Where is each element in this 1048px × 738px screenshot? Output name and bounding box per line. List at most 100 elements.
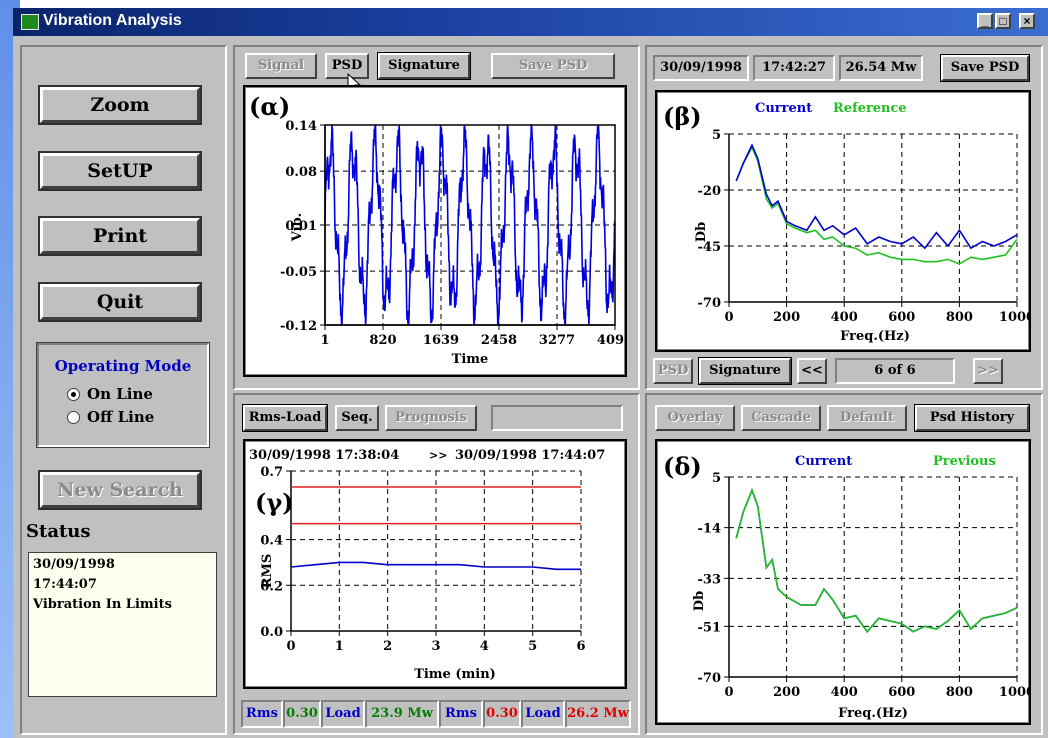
quit-button[interactable]: Quit xyxy=(40,284,200,320)
x-tick-label: 400 xyxy=(831,310,858,325)
offline-radio[interactable] xyxy=(67,411,80,424)
zoom-button[interactable]: Zoom xyxy=(40,87,200,123)
y-tick-label: 0.0 xyxy=(260,625,283,640)
status-message: Vibration In Limits xyxy=(33,597,172,612)
y-tick-label: 5 xyxy=(712,471,721,486)
online-radio[interactable] xyxy=(67,388,80,401)
offline-label: Off Line xyxy=(87,408,155,426)
range-end: 30/09/1998 17:44:07 xyxy=(455,448,605,463)
x-axis-label: Freq.(Hz) xyxy=(838,706,908,721)
vibration-signal-series xyxy=(324,124,616,326)
rms-status-bar: Rms 0.30 Load 23.9 Mw Rms 0.30 Load 26.2 Mw xyxy=(241,700,631,730)
y-tick-label: -70 xyxy=(698,296,722,311)
app-icon xyxy=(21,14,39,30)
status-date: 30/09/1998 xyxy=(33,557,115,572)
y-tick-label: 5 xyxy=(712,128,721,143)
legend-previous: Previous xyxy=(933,454,996,469)
x-tick-label: 2 xyxy=(383,639,392,654)
y-tick-label: -45 xyxy=(698,240,722,255)
y-tick-label: -33 xyxy=(698,572,722,587)
y-axis-label: RMS xyxy=(260,554,275,589)
status-box: 30/09/1998 17:44:07 Vibration In Limits xyxy=(28,552,217,697)
psd-history-graph[interactable]: (δ) Current Previous Db Freq.(Hz) 5 -14 -3… xyxy=(655,439,1031,725)
default-button[interactable]: Default xyxy=(827,405,907,431)
reference-psd-series xyxy=(735,145,1018,265)
range-start: 30/09/1998 17:38:04 xyxy=(249,448,399,463)
x-tick-label: 1639 xyxy=(423,333,459,348)
save-psd-button[interactable]: Save PSD xyxy=(491,53,615,79)
left-panel: Zoom SetUP Print Quit Operating Mode On … xyxy=(20,45,227,735)
x-tick-label: 1000 xyxy=(999,310,1029,325)
status-cell: Load xyxy=(321,700,365,728)
x-tick-label: 400 xyxy=(831,685,858,700)
rms-panel: Rms-Load Seq. Prognosis 30/09/1998 17:38… xyxy=(233,393,640,735)
maximize-button[interactable]: □ xyxy=(995,13,1011,29)
psd-history-plot-svg: (δ) Current Previous Db Freq.(Hz) 5 -14 -3… xyxy=(663,452,1029,721)
x-tick-label: 3 xyxy=(431,639,440,654)
x-axis-label: Time xyxy=(452,352,489,367)
y-tick-label: 0.14 xyxy=(285,119,317,134)
rms-graph[interactable]: 30/09/1998 17:38:04 >> 30/09/1998 17:44:… xyxy=(243,439,627,689)
legend-current: Current xyxy=(755,101,812,116)
y-tick-label: 0.01 xyxy=(285,219,317,234)
y-axis-label: Db xyxy=(694,222,709,242)
psd-power: 26.54 Mw xyxy=(839,55,923,81)
y-tick-label: -20 xyxy=(698,184,722,199)
close-button[interactable]: × xyxy=(1019,13,1035,29)
psd-graph[interactable]: (β) Current Reference Db Freq.(Hz) 5 -20 -… xyxy=(655,90,1031,352)
main-window: Vibration Analysis _ □ × Zoom SetUP Prin… xyxy=(13,8,1048,738)
new-search-button[interactable]: New Search xyxy=(40,472,200,508)
cascade-button[interactable]: Cascade xyxy=(741,405,821,431)
status-cell: Rms xyxy=(241,700,283,728)
legend-reference: Reference xyxy=(833,101,907,116)
signal-graph[interactable]: (α) Vib. Time 0.14 0.08 0.01 -0.05 -0.12 1 820… xyxy=(243,85,627,377)
previous-history-series xyxy=(735,488,1018,633)
rms-series xyxy=(290,561,581,571)
psd-tab-button[interactable]: PSD xyxy=(325,53,369,79)
x-tick-label: 1000 xyxy=(999,685,1029,700)
current-psd-series xyxy=(735,143,1018,250)
y-axis-label: Vib. xyxy=(290,213,305,242)
psd-panel: 30/09/1998 17:42:27 26.54 Mw Save PSD (β… xyxy=(645,45,1043,390)
x-tick-label: 600 xyxy=(888,310,915,325)
signature-tab-button[interactable]: Signature xyxy=(378,53,470,79)
print-button[interactable]: Print xyxy=(40,218,200,254)
window-title: Vibration Analysis xyxy=(43,12,182,29)
range-separator: >> xyxy=(429,449,447,462)
legend-current: Current xyxy=(795,454,852,469)
x-tick-label: 800 xyxy=(946,310,973,325)
signature-small-button[interactable]: Signature xyxy=(699,358,791,384)
online-label: On Line xyxy=(87,385,153,403)
psd-save-button[interactable]: Save PSD xyxy=(941,55,1029,81)
minimize-button[interactable]: _ xyxy=(977,13,993,29)
y-axis-label: Db xyxy=(692,591,707,611)
status-cell: 0.30 xyxy=(483,700,521,728)
y-tick-label: -70 xyxy=(698,671,722,686)
x-tick-label: 600 xyxy=(888,685,915,700)
title-bar[interactable]: Vibration Analysis _ □ × xyxy=(13,8,1048,36)
psd-history-panel: Overlay Cascade Default Psd History (δ) … xyxy=(645,393,1043,735)
x-tick-label: 4 xyxy=(480,639,489,654)
status-cell: Load xyxy=(521,700,565,728)
rms-load-button[interactable]: Rms-Load xyxy=(243,405,327,431)
signal-tab-button[interactable]: Signal xyxy=(245,53,317,79)
operating-mode-title: Operating Mode xyxy=(54,357,192,375)
y-tick-label: -0.12 xyxy=(280,319,317,334)
previous-page-button[interactable]: << xyxy=(797,358,827,384)
rms-plot-svg: 30/09/1998 17:38:04 >> 30/09/1998 17:44:… xyxy=(249,448,605,682)
setup-button[interactable]: SetUP xyxy=(40,153,200,189)
psd-plot-svg: (β) Current Reference Db Freq.(Hz) 5 -20 -… xyxy=(663,101,1029,344)
seq-button[interactable]: Seq. xyxy=(335,405,379,431)
overlay-button[interactable]: Overlay xyxy=(655,405,735,431)
status-label: Status xyxy=(26,521,91,542)
status-cell: 26.2 Mw xyxy=(565,700,631,728)
prognosis-button[interactable]: Prognosis xyxy=(385,405,477,431)
psd-small-button[interactable]: PSD xyxy=(653,358,693,384)
gamma-tag: (γ) xyxy=(255,488,294,517)
psd-history-button[interactable]: Psd History xyxy=(915,405,1029,431)
x-tick-label: 2458 xyxy=(481,333,517,348)
y-tick-label: -51 xyxy=(698,620,722,635)
next-page-button[interactable]: >> xyxy=(973,358,1003,384)
y-tick-label: 0.2 xyxy=(260,579,283,594)
x-tick-label: 1 xyxy=(335,639,344,654)
